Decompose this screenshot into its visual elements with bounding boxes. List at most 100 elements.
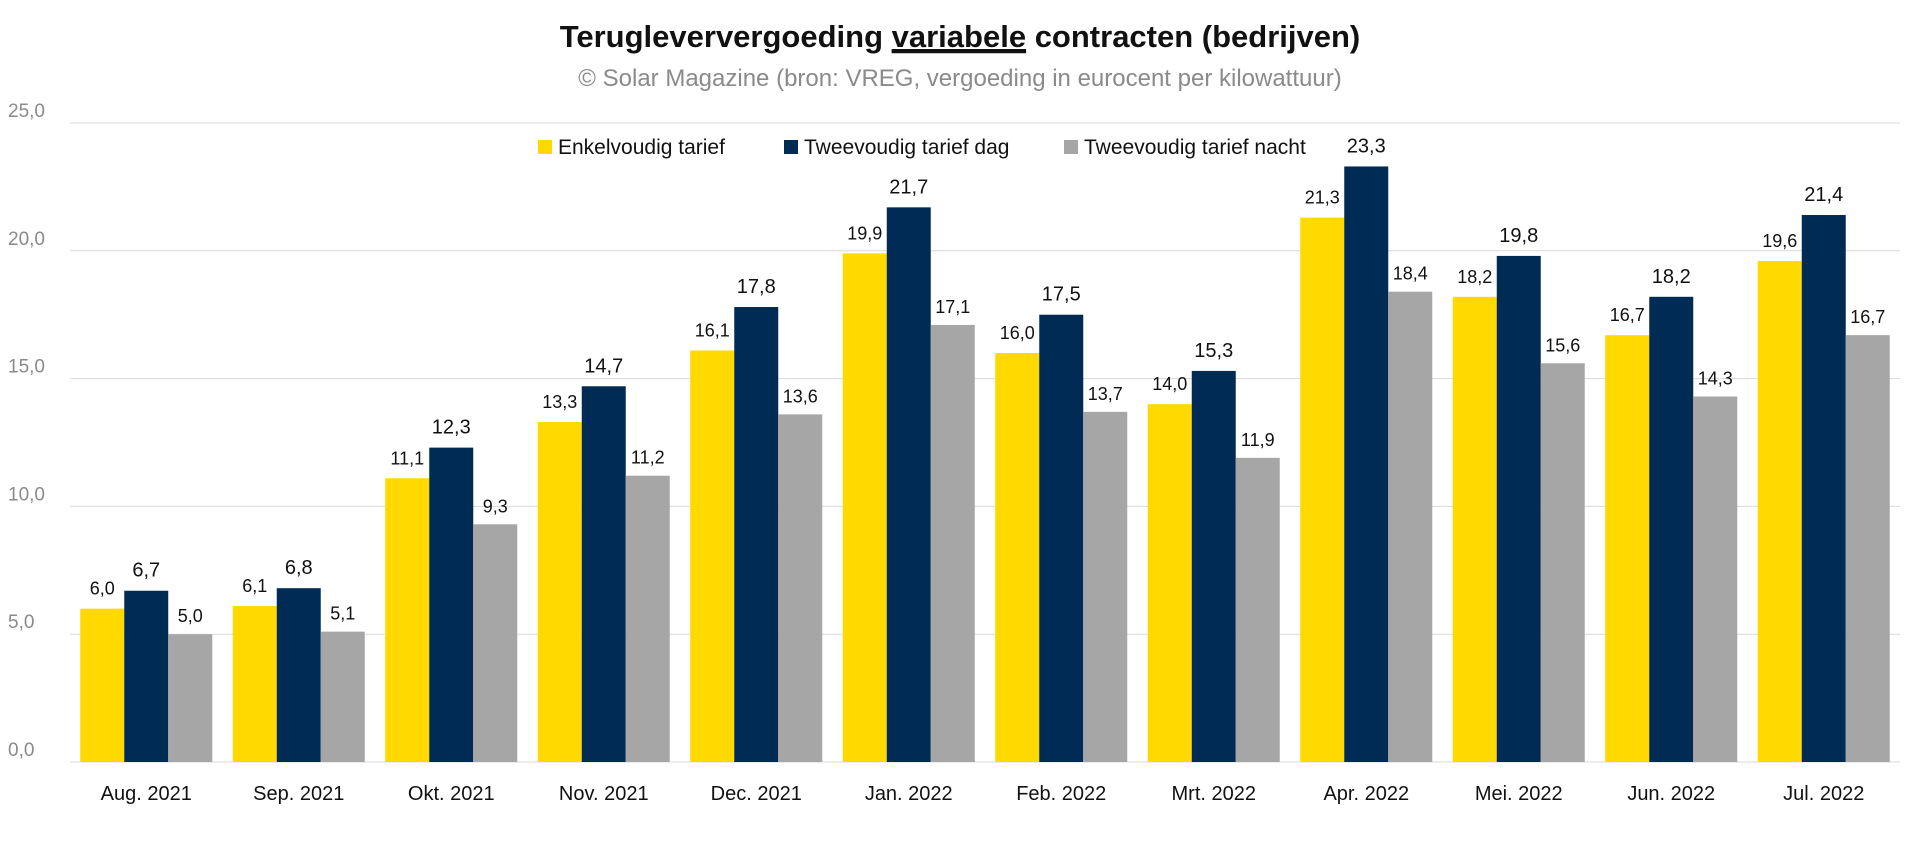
data-label: 19,8 [1499, 225, 1538, 247]
data-label: 18,4 [1393, 264, 1428, 284]
x-tick-label: Okt. 2021 [408, 783, 495, 805]
x-axis-ticks: Aug. 2021 Sep. 2021 Okt. 2021 Nov. 2021 Dec.… [101, 783, 1865, 805]
bar-3-6 [930, 324, 975, 762]
data-label: 17,5 [1042, 284, 1081, 306]
x-tick-label: Dec. 2021 [711, 783, 802, 805]
x-tick-label: Jul. 2022 [1783, 783, 1864, 805]
data-label: 9,3 [483, 496, 508, 516]
data-label: 5,1 [330, 604, 355, 624]
legend-swatch [784, 140, 798, 154]
data-label: 11,2 [631, 448, 665, 468]
data-label: 6,7 [132, 560, 160, 582]
data-label: 18,2 [1457, 267, 1492, 287]
chart-title-part-1: Terugleververgoeding [560, 19, 892, 54]
gridlines [70, 122, 1900, 763]
bar-2-11 [1649, 296, 1694, 762]
data-label: 16,7 [1610, 305, 1645, 325]
data-label: 21,4 [1804, 184, 1843, 206]
bars [80, 166, 1890, 763]
bar-2-10 [1496, 255, 1541, 763]
bar-3-1 [168, 634, 213, 762]
bar-1-10 [1452, 296, 1497, 762]
bar-3-5 [778, 414, 823, 762]
bar-3-3 [473, 524, 518, 762]
data-label: 11,9 [1241, 430, 1275, 450]
chart-title: Terugleververgoeding variabele contracte… [560, 19, 1361, 54]
data-label: 16,7 [1850, 307, 1885, 327]
bar-3-11 [1693, 396, 1738, 762]
x-tick-label: Feb. 2022 [1016, 783, 1106, 805]
data-label: 16,1 [695, 320, 730, 340]
data-label: 14,3 [1698, 368, 1733, 388]
bar-1-2 [232, 606, 277, 762]
data-label: 13,7 [1088, 384, 1123, 404]
data-label: 18,2 [1652, 266, 1691, 288]
bar-2-1 [124, 590, 169, 762]
data-label: 6,0 [90, 579, 115, 599]
y-axis-ticks: 0,0 5,0 10,0 15,0 20,0 25,0 [8, 101, 45, 761]
bar-2-5 [734, 307, 779, 762]
bar-2-3 [429, 447, 474, 762]
data-label: 23,3 [1347, 135, 1386, 157]
y-tick-label: 25,0 [8, 101, 45, 122]
bar-1-9 [1300, 217, 1345, 762]
data-label: 11,1 [390, 448, 424, 468]
data-label: 14,7 [584, 355, 623, 377]
x-tick-label: Mei. 2022 [1475, 783, 1563, 805]
x-tick-label: Jun. 2022 [1627, 783, 1715, 805]
y-tick-label: 0,0 [8, 740, 34, 761]
bar-1-11 [1605, 335, 1650, 762]
data-labels: 6,0 6,7 5,0 6,1 6,8 5,1 11,1 12,3 9,3 13,3 14,7 11,… [90, 135, 1886, 626]
bar-1-1 [80, 608, 125, 762]
bar-3-9 [1388, 291, 1433, 762]
data-label: 16,0 [1000, 323, 1035, 343]
bar-3-7 [1083, 411, 1128, 762]
bar-1-3 [385, 478, 430, 762]
x-tick-label: Nov. 2021 [559, 783, 649, 805]
bar-2-6 [886, 207, 931, 762]
data-label: 5,0 [178, 606, 203, 626]
data-label: 12,3 [432, 417, 471, 439]
bar-3-2 [320, 631, 365, 762]
x-tick-label: Sep. 2021 [253, 783, 344, 805]
data-label: 21,3 [1305, 188, 1340, 208]
x-tick-label: Apr. 2022 [1323, 783, 1409, 805]
bar-1-7 [995, 353, 1040, 762]
x-tick-label: Jan. 2022 [865, 783, 953, 805]
bar-1-6 [842, 253, 887, 762]
data-label: 19,6 [1762, 231, 1797, 251]
bar-2-8 [1191, 370, 1236, 762]
data-label: 6,1 [242, 576, 267, 596]
y-tick-label: 5,0 [8, 612, 34, 633]
bar-3-4 [625, 475, 670, 762]
data-label: 17,1 [935, 297, 970, 317]
data-label: 13,3 [542, 392, 577, 412]
data-label: 15,3 [1194, 340, 1233, 362]
y-tick-label: 15,0 [8, 357, 45, 378]
x-tick-label: Aug. 2021 [101, 783, 192, 805]
bar-3-8 [1235, 457, 1280, 762]
bar-2-4 [581, 386, 626, 762]
data-label: 19,9 [847, 223, 882, 243]
bar-2-7 [1039, 314, 1084, 762]
bar-1-8 [1147, 404, 1192, 762]
legend: Enkelvoudig tarief Tweevoudig tarief dag T… [538, 136, 1306, 159]
bar-2-12 [1801, 215, 1846, 763]
chart-subtitle: © Solar Magazine (bron: VREG, vergoeding… [578, 65, 1341, 92]
data-label: 15,6 [1545, 335, 1580, 355]
legend-swatch [538, 140, 552, 154]
data-label: 6,8 [285, 557, 313, 579]
bar-3-12 [1845, 335, 1890, 762]
data-label: 21,7 [889, 176, 928, 198]
bar-2-2 [276, 588, 321, 762]
y-tick-label: 20,0 [8, 229, 45, 250]
chart-title-part-3: contracten (bedrijven) [1026, 19, 1360, 54]
legend-label: Tweevoudig tarief nacht [1084, 136, 1306, 159]
bar-1-4 [537, 422, 582, 762]
y-tick-label: 10,0 [8, 484, 45, 505]
data-label: 14,0 [1152, 374, 1187, 394]
bar-1-12 [1757, 261, 1802, 762]
bar-2-9 [1344, 166, 1389, 762]
